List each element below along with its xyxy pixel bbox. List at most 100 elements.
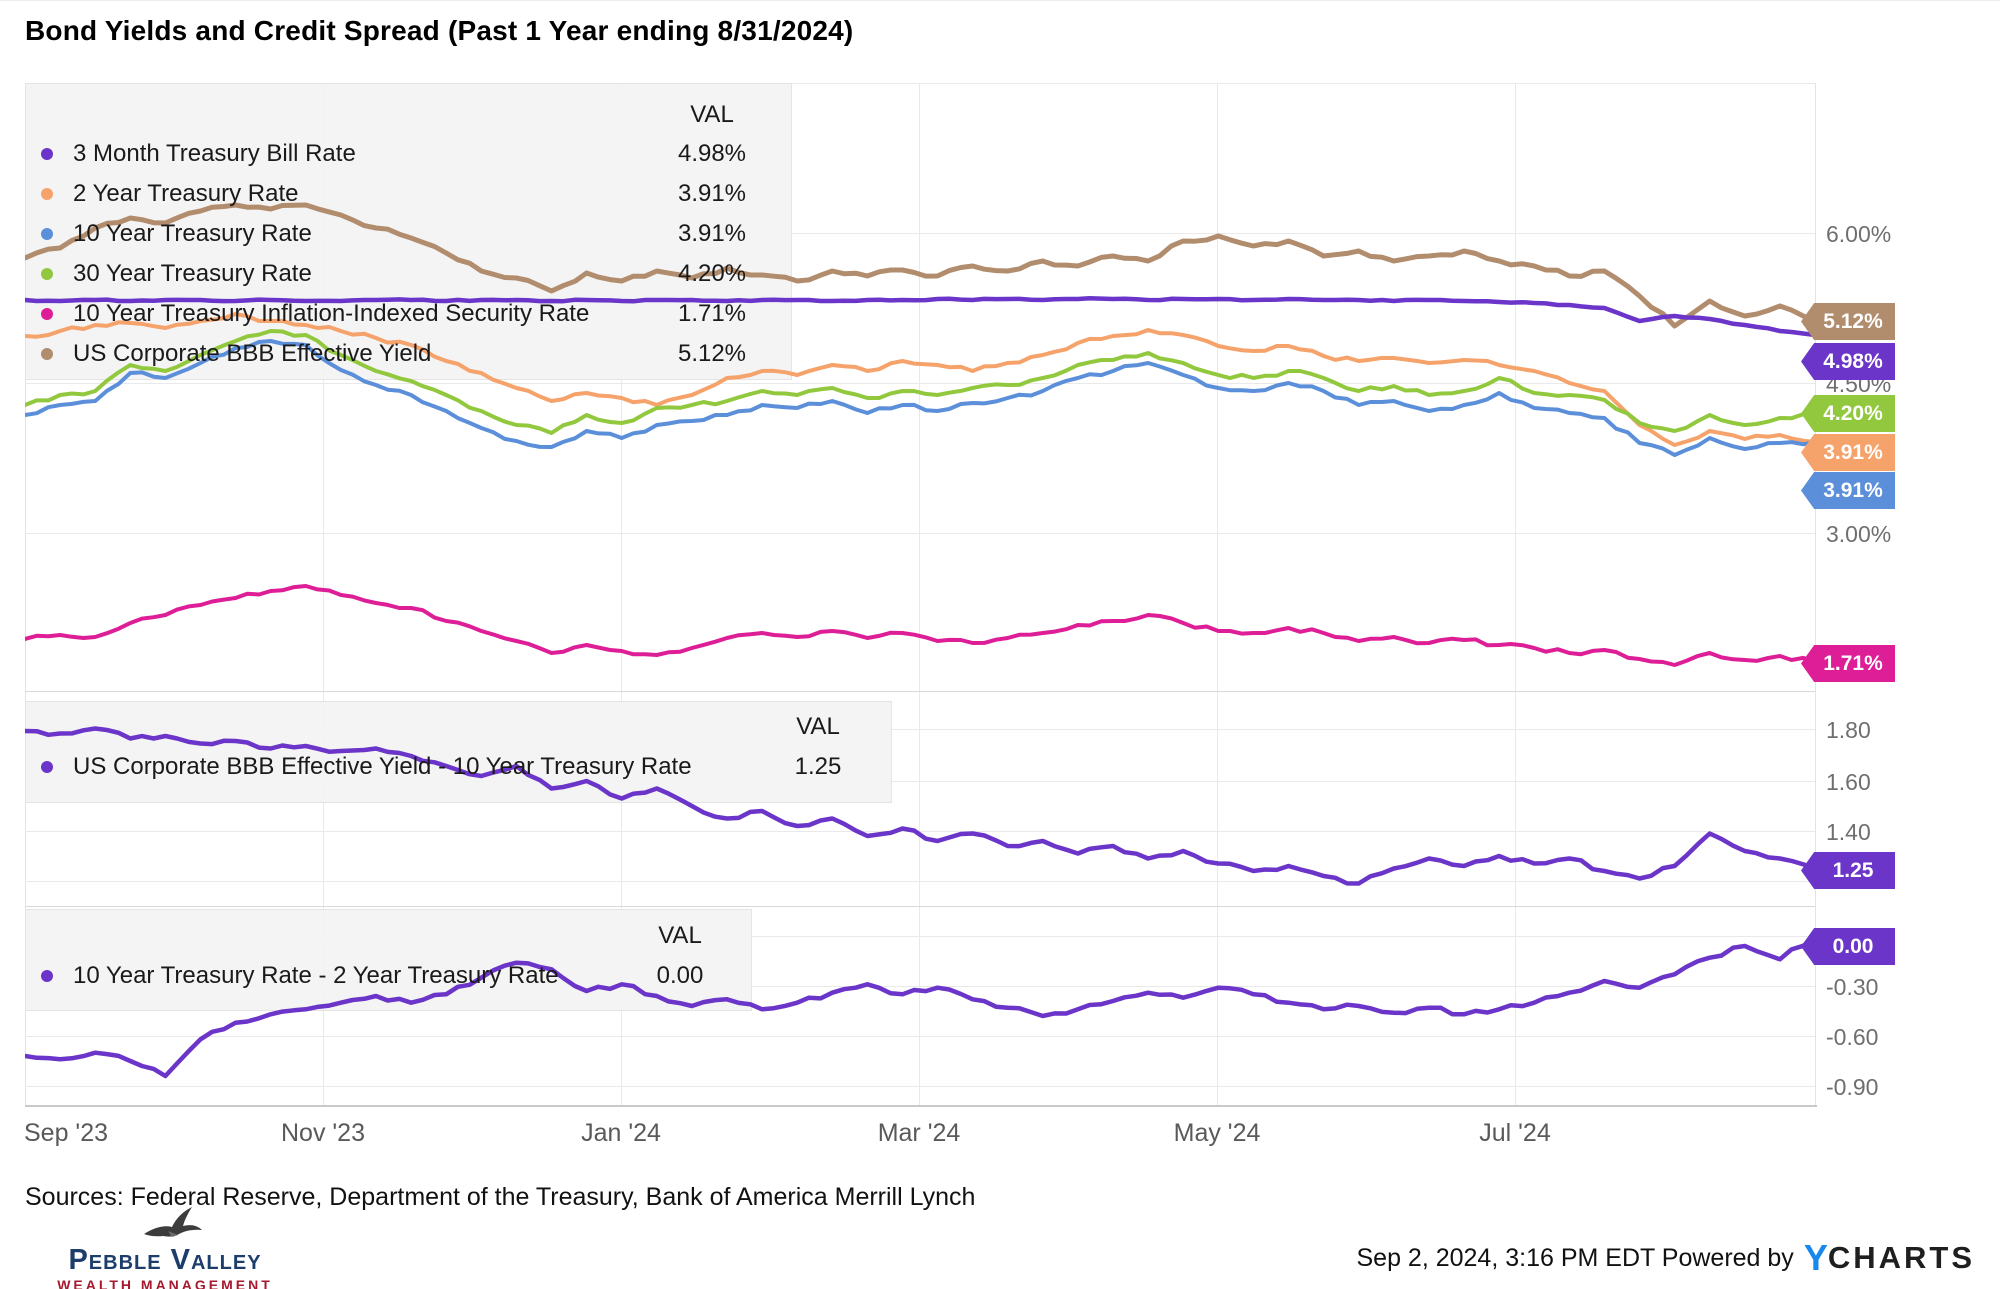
legend-item-value: 4.20% [677,260,747,287]
series-dot [41,970,53,982]
gridline-horizontal [25,729,1815,730]
legend-item-label: 10 Year Treasury Inflation-Indexed Secur… [73,300,590,327]
series-dot [41,268,53,280]
legend-item[interactable]: US Corporate BBB Effective Yield [41,340,431,368]
legend-item[interactable]: 10 Year Treasury Rate - 2 Year Treasury … [41,962,559,990]
legend-item-label: 10 Year Treasury Rate [73,220,312,247]
x-tick-label: Jan '24 [581,1119,661,1147]
series-value-tag: 0.00 [1801,928,1895,965]
series-value-tag: 1.71% [1801,645,1895,682]
series-dot [41,308,53,320]
plot-left-edge [25,83,26,1106]
legend-panel-credit-spread [25,701,892,803]
series-line [25,312,1815,447]
x-tick-label: Jul '24 [1479,1119,1551,1147]
legend-val-header: VAL [658,922,702,949]
footer-attribution: Sep 2, 2024, 3:16 PM EDT Powered by Y CHA… [1357,1237,1976,1279]
x-axis-line [25,1105,1817,1107]
legend-item-value: 3.91% [677,220,747,247]
gridline-vertical [1217,83,1218,1106]
legend-item[interactable]: 3 Month Treasury Bill Rate [41,140,356,168]
legend-item-value: 3.91% [677,180,747,207]
y-tick-label: 3.00% [1826,521,1892,547]
x-tick-label: Sep '23 [23,1119,109,1147]
gridline-horizontal [25,881,1815,882]
legend-item-label: 2 Year Treasury Rate [73,180,299,207]
gridline-vertical [1515,83,1516,1106]
legend-item[interactable]: 10 Year Treasury Rate [41,220,312,248]
logo-subtitle: WEALTH MANAGEMENT [57,1277,273,1289]
series-dot [41,188,53,200]
legend-item-label: US Corporate BBB Effective Yield [73,340,432,367]
series-dot [41,228,53,240]
gridline-horizontal [25,936,1815,937]
timestamp: Sep 2, 2024, 3:16 PM EDT Powered by [1356,1243,1794,1272]
gridline-horizontal [25,383,1815,384]
legend-val-header: VAL [690,101,734,128]
legend-panel-yields [25,83,792,380]
series-line [25,339,1815,457]
gridline-vertical [621,83,622,1106]
series-value-tag: 3.91% [1801,434,1895,471]
series-line [25,726,1815,886]
series-dot [41,148,53,160]
legend-item[interactable]: 10 Year Treasury Inflation-Indexed Secur… [41,300,589,328]
legend-item-label: US Corporate BBB Effective Yield - 10 Ye… [73,753,692,780]
y-tick-label: -0.60 [1826,1024,1879,1050]
series-line [25,933,1815,1079]
y-tick-label: 1.40 [1826,819,1871,845]
legend-item-value: 4.98% [677,140,747,167]
logo-name: Pebble Valley [68,1244,262,1276]
gridline-horizontal [25,233,1815,234]
page-title: Bond Yields and Credit Spread (Past 1 Ye… [25,15,854,46]
gridline-horizontal [25,533,1815,534]
plot-right-edge [1815,83,1816,1106]
gridline-horizontal [25,781,1815,782]
legend-item-value: 5.12% [677,340,747,367]
sources-note: Sources: Federal Reserve, Department of … [25,1183,976,1211]
series-line [25,296,1815,338]
y-tick-label: -0.30 [1826,974,1879,1000]
series-value-tag: 5.12% [1801,303,1895,340]
series-dot [41,348,53,360]
y-tick-label: 1.60 [1826,769,1871,795]
y-tick-label: 6.00% [1826,221,1892,247]
legend-item[interactable]: 2 Year Treasury Rate [41,180,298,208]
gridline-horizontal [25,1036,1815,1037]
series-line [25,584,1815,667]
legend-item-label: 3 Month Treasury Bill Rate [73,140,356,167]
legend-item-label: 10 Year Treasury Rate - 2 Year Treasury … [73,962,559,989]
x-tick-label: Nov '23 [281,1119,365,1147]
series-dot [41,761,53,773]
series-value-tag: 3.91% [1801,472,1895,509]
gridline-horizontal [25,83,1815,84]
legend-item-value: 0.00 [656,962,704,989]
legend-item[interactable]: 30 Year Treasury Rate [41,260,312,288]
series-line [25,329,1815,435]
series-value-tag: 4.20% [1801,395,1895,432]
legend-val-header: VAL [796,713,840,740]
y-tick-label: -0.90 [1826,1074,1879,1100]
eagle-icon [144,1207,202,1237]
x-tick-label: May '24 [1173,1119,1261,1147]
legend-item[interactable]: US Corporate BBB Effective Yield - 10 Ye… [41,753,692,781]
x-tick-label: Mar '24 [877,1119,961,1147]
series-value-tag: 4.98% [1801,343,1895,380]
pebble-valley-logo: Pebble Valley WEALTH MANAGEMENT [45,1204,285,1289]
panel-separator [25,906,1815,907]
series-value-tag: 1.25 [1801,852,1895,889]
gridline-vertical [323,83,324,1106]
panel-separator [25,691,1815,692]
legend-item-label: 30 Year Treasury Rate [73,260,312,287]
y-tick-label: 1.80 [1826,717,1871,743]
legend-item-value: 1.71% [677,300,747,327]
series-line [25,202,1815,329]
legend-item-value: 1.25 [794,753,842,780]
gridline-vertical [919,83,920,1106]
legend-panel-curve-spread [25,909,752,1011]
gridline-horizontal [25,986,1815,987]
gridline-horizontal [25,831,1815,832]
ycharts-logo[interactable]: Y CHARTS [1803,1237,1975,1278]
